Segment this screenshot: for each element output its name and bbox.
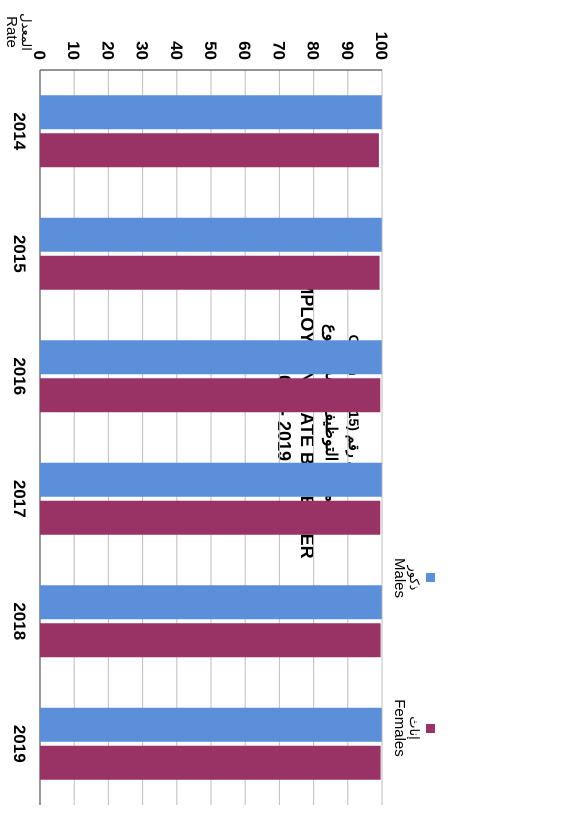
bar-males-2018 [40, 585, 382, 620]
bar-females-2017 [39, 500, 381, 535]
y-tick-label: 20 [98, 41, 117, 60]
x-tick-label: 2015 [10, 235, 29, 273]
x-tick-label: 2014 [10, 112, 29, 150]
x-tick-labels: 2014 2015 2016 2017 2018 2019 [10, 112, 29, 762]
legend: ذكور Males إناث Females [391, 558, 435, 757]
bar-females-2019 [40, 745, 381, 780]
x-tick-label: 2016 [10, 357, 29, 395]
bar-males-2014 [40, 95, 382, 130]
y-tick-label: 0 [30, 51, 49, 60]
bar-group [39, 95, 382, 780]
y-tick-label: 40 [167, 41, 186, 60]
x-tick-label: 2017 [10, 480, 29, 518]
bar-males-2017 [40, 462, 382, 497]
y-tick-label: 60 [235, 41, 254, 60]
bar-females-2014 [40, 133, 379, 168]
gridlines [39, 69, 383, 805]
bar-males-2016 [40, 340, 382, 375]
y-tick-label: 90 [338, 41, 357, 60]
y-tick-label: 70 [269, 41, 288, 60]
y-tick-label: 100 [372, 32, 391, 60]
legend-label-females-ar: إناث [406, 716, 422, 739]
y-tick-label: 10 [64, 41, 83, 60]
bar-males-2015 [40, 217, 382, 252]
legend-label-females-en: Females [391, 699, 408, 757]
legend-label-males-en: Males [391, 558, 408, 598]
x-tick-label: 2018 [10, 602, 29, 640]
bar-females-2015 [40, 255, 380, 290]
y-axis-label-ar: المعدل [19, 13, 34, 51]
y-tick-labels: 0 10 20 30 40 50 60 70 80 90 100 [30, 32, 391, 60]
legend-swatch-males [426, 573, 435, 582]
legend-swatch-females [426, 724, 435, 733]
y-tick-label: 50 [201, 41, 220, 60]
y-tick-label: 30 [133, 41, 152, 60]
x-tick-label: 2019 [10, 725, 29, 763]
bar-females-2016 [39, 378, 381, 413]
bar-females-2018 [40, 623, 381, 658]
bar-males-2019 [40, 707, 382, 742]
legend-label-males-ar: ذكور [406, 565, 422, 591]
y-tick-label: 80 [304, 41, 323, 60]
y-axis-label-en: Rate [3, 16, 20, 48]
